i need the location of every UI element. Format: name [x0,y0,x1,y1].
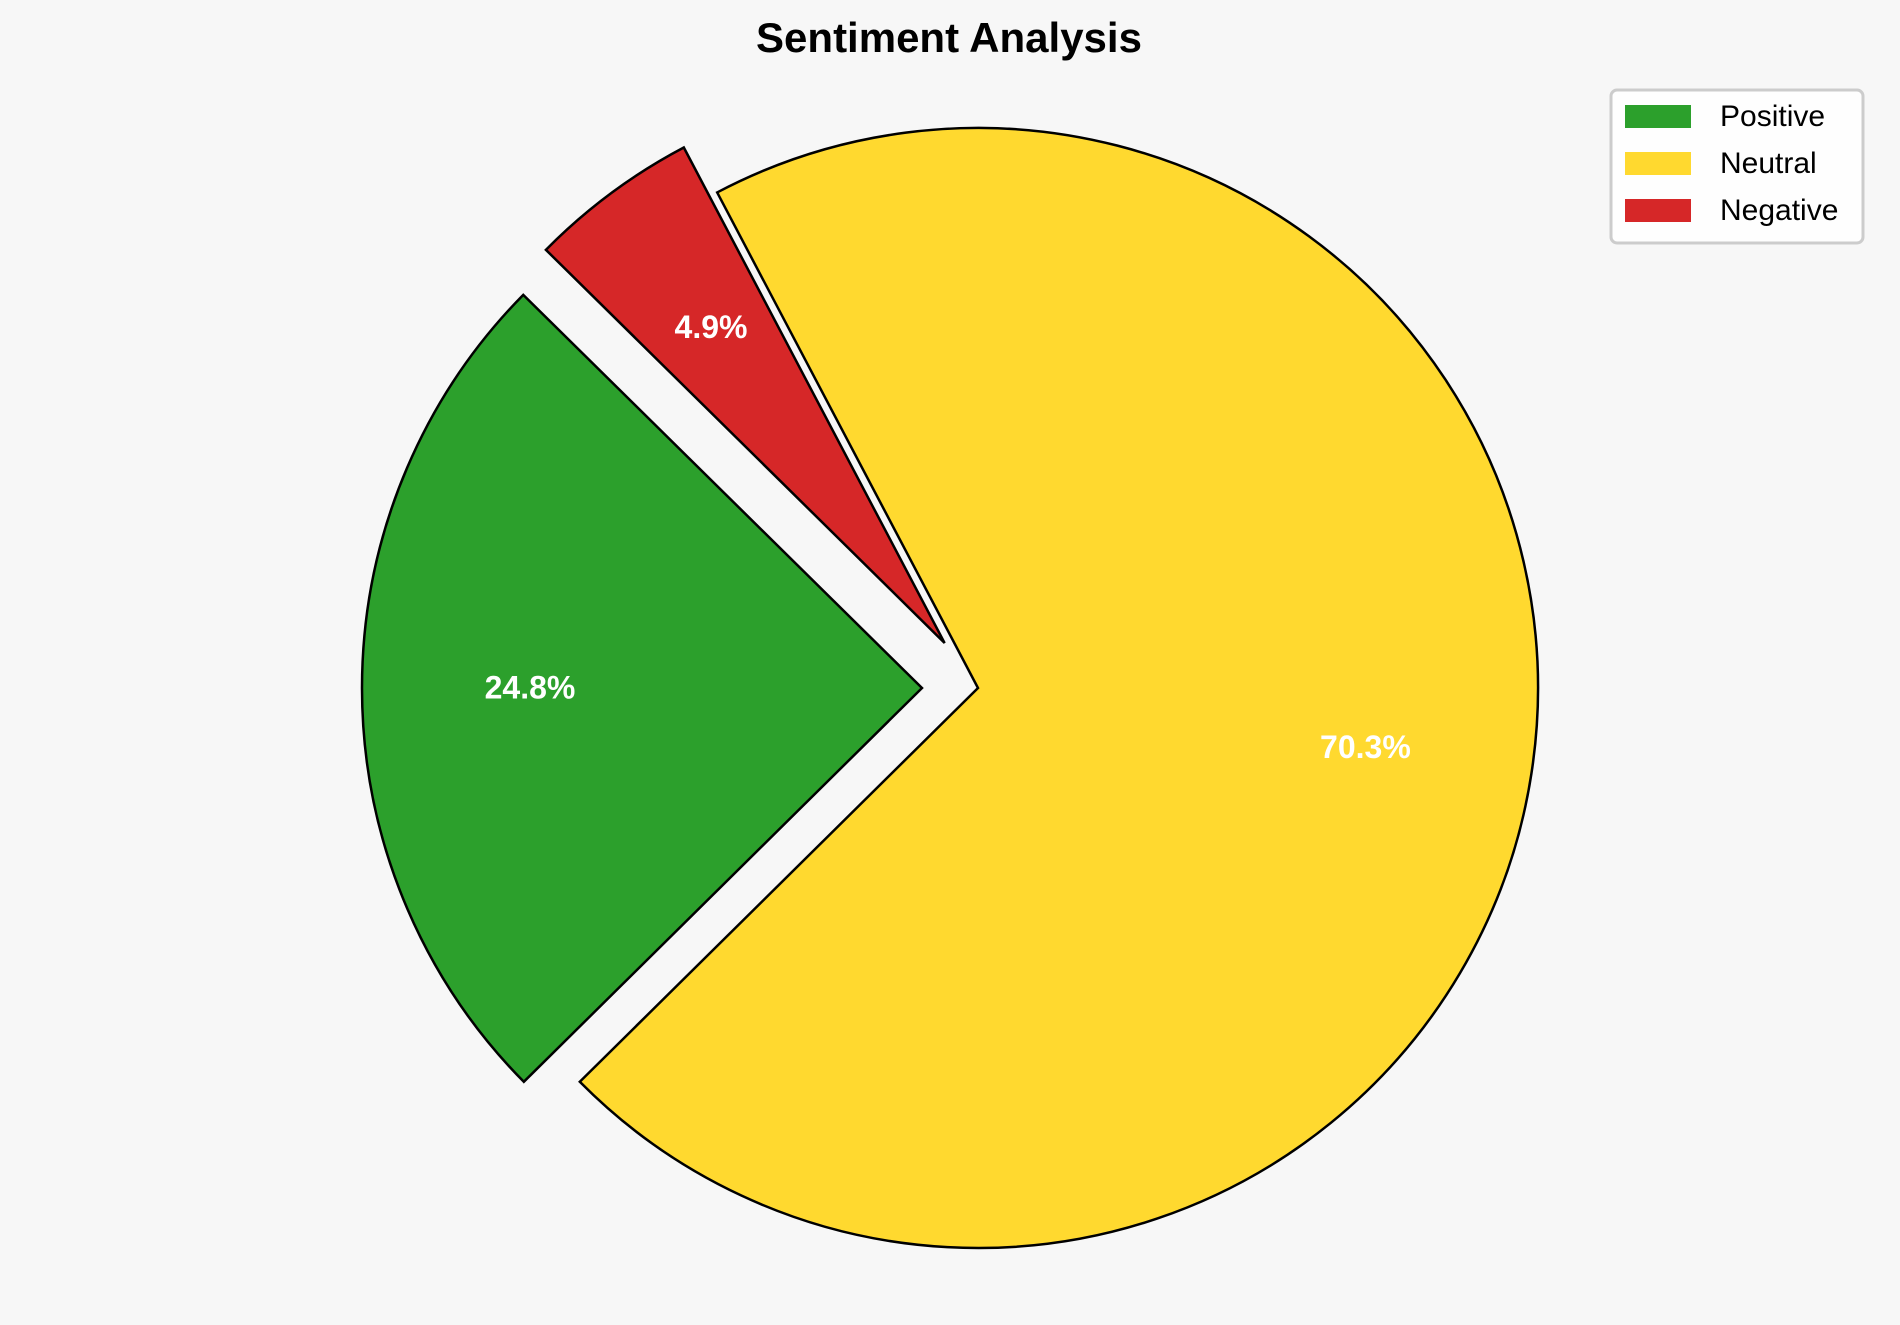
legend-label-positive: Positive [1720,100,1825,133]
chart-title: Sentiment Analysis [756,14,1142,61]
slice-label-neutral: 70.3% [1320,729,1411,765]
legend-label-neutral: Neutral [1720,147,1817,180]
slice-label-positive: 24.8% [485,669,576,705]
legend-swatch-negative [1625,199,1691,222]
legend: Positive Neutral Negative [1609,88,1865,245]
legend-label-negative: Negative [1720,194,1838,227]
pie-slice-negative [544,145,946,644]
pie-slice-positive [360,293,924,1084]
legend-swatch-positive [1625,105,1691,128]
pie-slice-neutral [578,126,1540,1250]
legend-swatch-neutral [1625,152,1691,175]
slice-label-negative: 4.9% [675,309,748,345]
